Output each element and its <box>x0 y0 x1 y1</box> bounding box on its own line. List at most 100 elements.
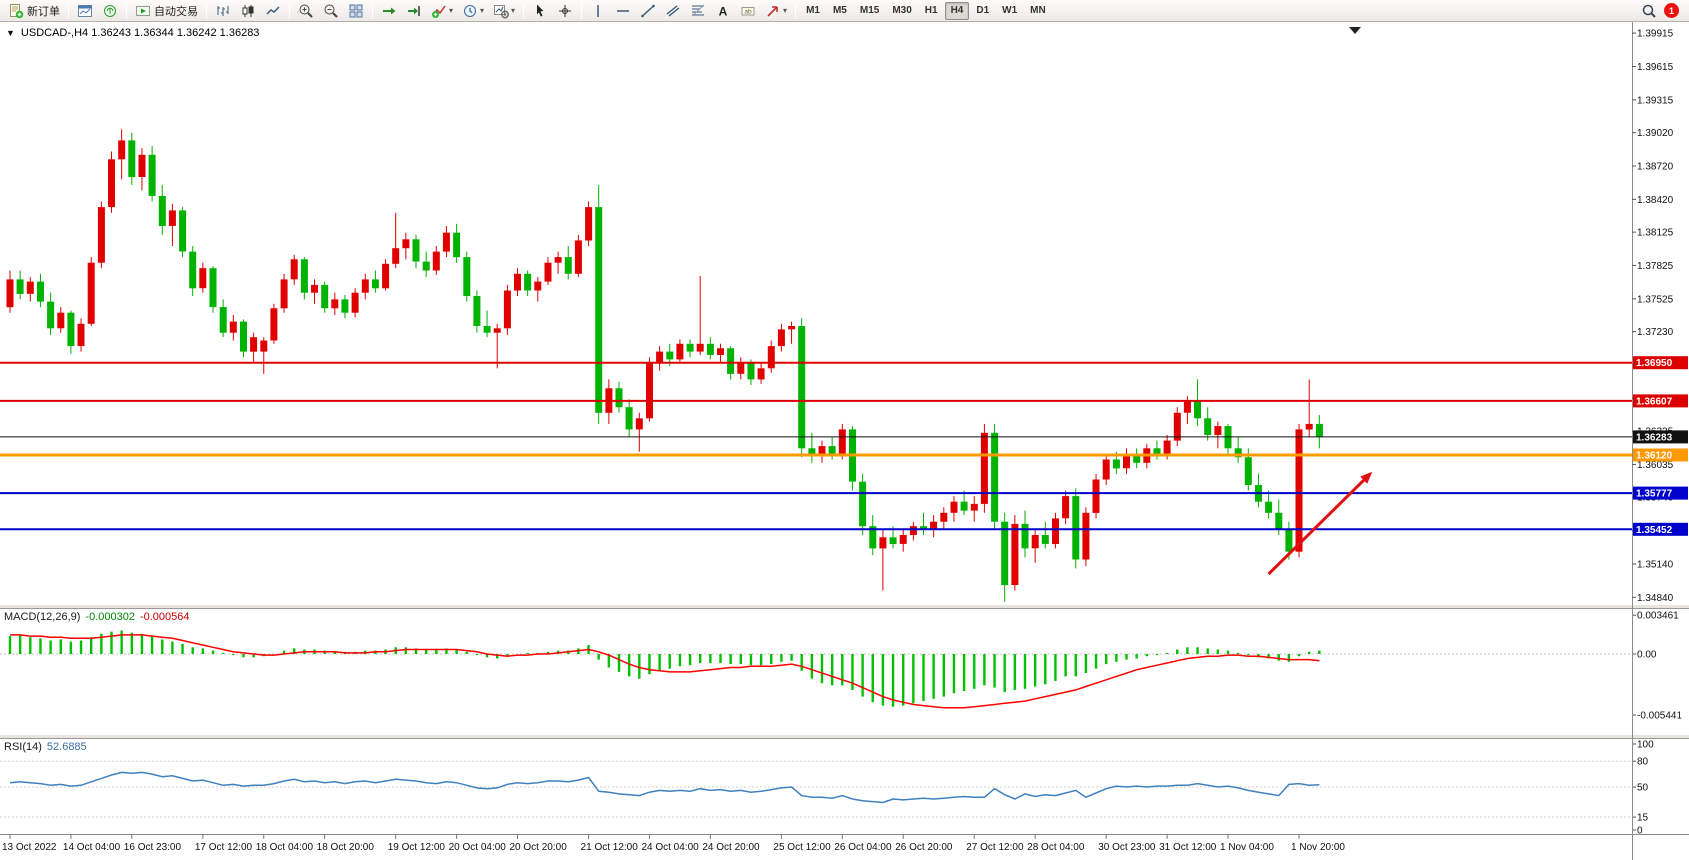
svg-text:1 Nov 04:00: 1 Nov 04:00 <box>1220 842 1274 853</box>
svg-text:1.39315: 1.39315 <box>1637 95 1674 106</box>
vertical-line-icon <box>597 4 599 17</box>
chart-window: 0.003461 0.00 -0.005441 100 80 50 15 0 1.39915… <box>0 22 1689 860</box>
time-axis[interactable]: 13 Oct 2022 14 Oct 04:00 16 Oct 23:00 17 Oc… <box>0 834 1689 853</box>
toolbar-separator <box>126 2 127 19</box>
new-order-button[interactable]: 新订单 <box>4 1 64 20</box>
trendline-button[interactable] <box>636 1 660 20</box>
svg-text:ab: ab <box>744 8 752 15</box>
timeframe-button-w1[interactable]: W1 <box>996 2 1023 20</box>
svg-text:1.37525: 1.37525 <box>1637 294 1674 305</box>
line-chart-mode-button[interactable] <box>261 1 285 20</box>
auto-trading-button[interactable]: 自动交易 <box>131 1 202 20</box>
toolbar-separator <box>795 2 797 19</box>
text-icon: A <box>719 4 728 18</box>
panel-separators[interactable] <box>0 604 1689 739</box>
search-icon <box>1642 4 1656 18</box>
price-badge: 1.35777 <box>1633 486 1688 500</box>
price-badge: 1.36607 <box>1633 394 1688 408</box>
new-order-icon <box>10 3 24 18</box>
new-chart-button[interactable] <box>73 1 97 20</box>
label-icon: ab <box>741 6 755 15</box>
svg-text:-0.005441: -0.005441 <box>1637 711 1682 722</box>
search-button[interactable] <box>1637 1 1661 20</box>
svg-text:50: 50 <box>1637 783 1649 794</box>
timeframe-button-h4[interactable]: H4 <box>944 1 970 20</box>
candles-icon <box>242 4 254 17</box>
channel-button[interactable] <box>661 1 685 20</box>
auto-scroll-button[interactable] <box>377 1 401 20</box>
arrows-icon <box>767 5 778 17</box>
horizontal-level-lines[interactable] <box>0 361 1632 531</box>
candlestick-series <box>6 129 1323 602</box>
fibonacci-button[interactable] <box>686 1 710 20</box>
trendline-icon <box>641 4 655 17</box>
svg-text:1.38720: 1.38720 <box>1637 161 1674 172</box>
chart-canvas[interactable]: 0.003461 0.00 -0.005441 100 80 50 15 0 1.39915… <box>0 22 1689 860</box>
main-toolbar: 新订单 自动交易 ▾ ▾ <box>0 0 1689 22</box>
svg-text:1.36035: 1.36035 <box>1637 460 1674 471</box>
svg-text:1.35777: 1.35777 <box>1636 489 1673 500</box>
candlestick-mode-button[interactable] <box>236 1 260 20</box>
svg-text:1.35452: 1.35452 <box>1636 525 1673 536</box>
bar-chart-mode-button[interactable] <box>211 1 235 20</box>
timeframe-button-m1[interactable]: M1 <box>800 2 826 20</box>
toolbar-separator <box>372 2 373 19</box>
svg-text:20 Oct 20:00: 20 Oct 20:00 <box>510 842 568 853</box>
macd-indicator-label: MACD(12,26,9) -0.000302 -0.000564 <box>4 611 190 623</box>
svg-text:31 Oct 12:00: 31 Oct 12:00 <box>1159 842 1217 853</box>
trend-arrow-annotation[interactable] <box>1267 471 1373 576</box>
timeframe-button-mn[interactable]: MN <box>1024 2 1052 20</box>
one-click-trading-toggle[interactable]: ▼ <box>6 27 15 38</box>
new-order-label: 新订单 <box>27 5 60 18</box>
svg-text:1.36120: 1.36120 <box>1636 451 1673 462</box>
text-button[interactable]: A <box>711 1 735 20</box>
svg-text:A: A <box>719 4 728 18</box>
macd-panel: 0.003461 0.00 -0.005441 <box>0 611 1682 722</box>
toolbar-separator <box>68 2 69 19</box>
svg-text:1.37825: 1.37825 <box>1637 261 1674 272</box>
price-badge: 1.35452 <box>1633 522 1688 536</box>
periods-button[interactable]: ▾ <box>458 1 488 20</box>
timeframe-button-h1[interactable]: H1 <box>919 2 944 20</box>
timeframe-button-d1[interactable]: D1 <box>970 2 995 20</box>
svg-text:26 Oct 20:00: 26 Oct 20:00 <box>895 842 953 853</box>
templates-button[interactable]: ▾ <box>489 1 519 20</box>
svg-text:13 Oct 2022: 13 Oct 2022 <box>2 842 57 853</box>
profiles-button[interactable] <box>98 1 122 20</box>
svg-text:25 Oct 12:00: 25 Oct 12:00 <box>773 842 831 853</box>
svg-text:1.36283: 1.36283 <box>1636 432 1673 443</box>
tile-windows-button[interactable] <box>344 1 368 20</box>
zoom-out-icon <box>324 4 338 18</box>
toolbar-separator <box>289 2 290 19</box>
indicators-button[interactable]: ▾ <box>427 1 457 20</box>
timeframe-button-m5[interactable]: M5 <box>827 2 853 20</box>
timeframe-button-m15[interactable]: M15 <box>854 2 885 20</box>
chart-title: USDCAD-,H4 1.36243 1.36344 1.36242 1.362… <box>20 27 260 39</box>
notification-badge[interactable]: 1 <box>1664 3 1679 18</box>
svg-text:1 Nov 20:00: 1 Nov 20:00 <box>1291 842 1345 853</box>
chart-shift-icon <box>408 5 420 16</box>
timeframe-button-m30[interactable]: M30 <box>886 2 917 20</box>
crosshair-button[interactable] <box>553 1 577 20</box>
svg-text:1.38125: 1.38125 <box>1637 228 1674 239</box>
toolbar-separator <box>523 2 525 19</box>
chart-markers <box>1349 27 1361 34</box>
zoom-out-button[interactable] <box>319 1 343 20</box>
arrows-button[interactable]: ▾ <box>761 1 791 20</box>
horizontal-line-button[interactable] <box>611 1 635 20</box>
svg-text:15: 15 <box>1637 813 1649 824</box>
dropdown-arrow-icon: ▾ <box>783 6 788 15</box>
zoom-in-button[interactable] <box>294 1 318 20</box>
chart-shift-marker[interactable] <box>1349 27 1361 34</box>
cursor-icon <box>537 4 544 17</box>
cursor-button[interactable] <box>528 1 552 20</box>
svg-text:21 Oct 12:00: 21 Oct 12:00 <box>581 842 639 853</box>
dropdown-arrow-icon: ▾ <box>480 6 485 15</box>
vertical-line-button[interactable] <box>586 1 610 20</box>
auto-trading-icon <box>136 5 150 16</box>
label-button[interactable]: ab <box>736 1 760 20</box>
chart-shift-button[interactable] <box>402 1 426 20</box>
profiles-icon <box>104 4 116 17</box>
svg-text:1.39020: 1.39020 <box>1637 128 1674 139</box>
svg-text:17 Oct 12:00: 17 Oct 12:00 <box>195 842 253 853</box>
